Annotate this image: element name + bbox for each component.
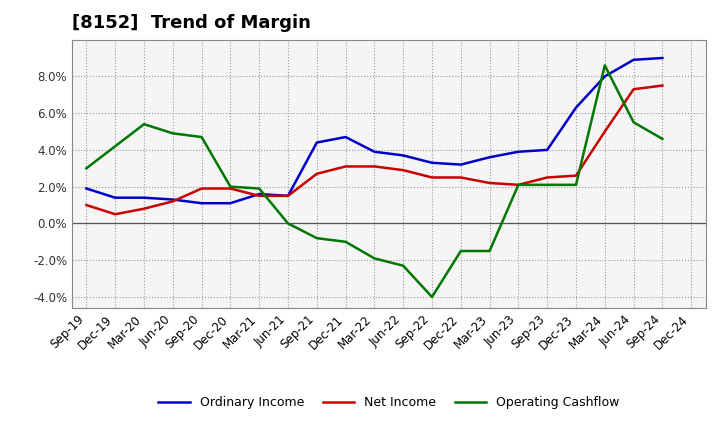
Net Income (399, 168, 408, 173)
Ordinary Income (197, 201, 206, 206)
Net Income (312, 171, 321, 176)
Ordinary Income (514, 149, 523, 154)
Ordinary Income (370, 149, 379, 154)
Net Income (600, 129, 609, 134)
Ordinary Income (226, 201, 235, 206)
Operating Cashflow (658, 136, 667, 142)
Operating Cashflow (140, 121, 148, 127)
Ordinary Income (255, 191, 264, 197)
Net Income (197, 186, 206, 191)
Text: [8152]  Trend of Margin: [8152] Trend of Margin (72, 15, 311, 33)
Net Income (111, 212, 120, 217)
Ordinary Income (428, 160, 436, 165)
Net Income (514, 182, 523, 187)
Ordinary Income (485, 154, 494, 160)
Net Income (82, 202, 91, 208)
Operating Cashflow (370, 256, 379, 261)
Operating Cashflow (600, 62, 609, 68)
Legend: Ordinary Income, Net Income, Operating Cashflow: Ordinary Income, Net Income, Operating C… (153, 392, 624, 414)
Net Income (485, 180, 494, 186)
Operating Cashflow (197, 134, 206, 139)
Operating Cashflow (341, 239, 350, 245)
Net Income (226, 186, 235, 191)
Ordinary Income (111, 195, 120, 200)
Ordinary Income (341, 134, 350, 139)
Operating Cashflow (629, 120, 638, 125)
Operating Cashflow (399, 263, 408, 268)
Net Income (543, 175, 552, 180)
Operating Cashflow (514, 182, 523, 187)
Ordinary Income (572, 105, 580, 110)
Ordinary Income (168, 197, 177, 202)
Ordinary Income (82, 186, 91, 191)
Net Income (341, 164, 350, 169)
Net Income (629, 87, 638, 92)
Net Income (658, 83, 667, 88)
Operating Cashflow (312, 235, 321, 241)
Ordinary Income (600, 74, 609, 79)
Operating Cashflow (255, 186, 264, 191)
Line: Operating Cashflow: Operating Cashflow (86, 65, 662, 297)
Operating Cashflow (572, 182, 580, 187)
Ordinary Income (658, 55, 667, 61)
Operating Cashflow (168, 131, 177, 136)
Operating Cashflow (428, 294, 436, 300)
Operating Cashflow (82, 165, 91, 171)
Ordinary Income (399, 153, 408, 158)
Net Income (140, 206, 148, 211)
Ordinary Income (140, 195, 148, 200)
Ordinary Income (456, 162, 465, 167)
Ordinary Income (312, 140, 321, 145)
Net Income (370, 164, 379, 169)
Ordinary Income (543, 147, 552, 153)
Net Income (168, 199, 177, 204)
Ordinary Income (629, 57, 638, 62)
Ordinary Income (284, 193, 292, 198)
Operating Cashflow (456, 248, 465, 253)
Operating Cashflow (543, 182, 552, 187)
Net Income (255, 193, 264, 198)
Operating Cashflow (226, 184, 235, 189)
Net Income (572, 173, 580, 178)
Net Income (284, 193, 292, 198)
Line: Net Income: Net Income (86, 85, 662, 214)
Operating Cashflow (284, 221, 292, 226)
Net Income (456, 175, 465, 180)
Net Income (428, 175, 436, 180)
Line: Ordinary Income: Ordinary Income (86, 58, 662, 203)
Operating Cashflow (485, 248, 494, 253)
